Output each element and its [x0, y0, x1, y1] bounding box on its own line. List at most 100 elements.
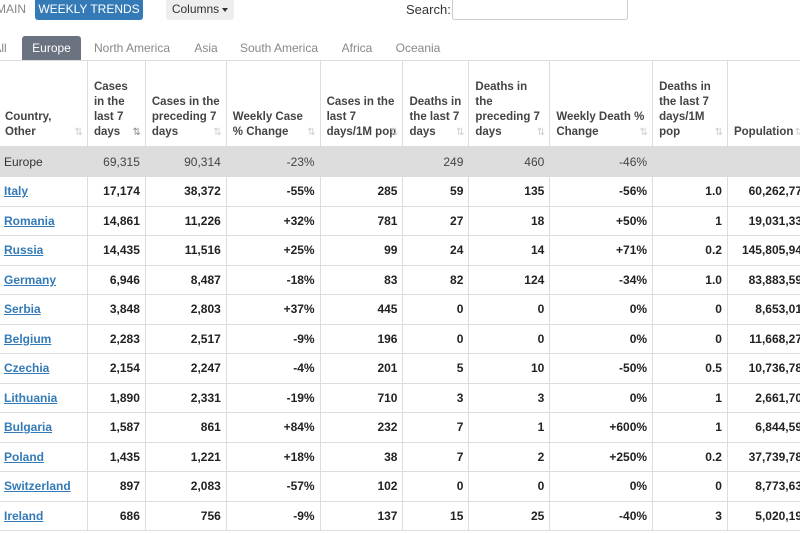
- column-header-deaths-per-1m[interactable]: Deaths in the last 7 days/1M pop ⇅: [652, 60, 728, 147]
- tab-all[interactable]: All: [0, 41, 7, 55]
- table-cell: 445: [319, 294, 404, 325]
- table-cell: 0: [402, 323, 470, 354]
- column-header-weekly-case-change[interactable]: Weekly Case % Change ⇅: [225, 60, 321, 147]
- toolbar: MAIN WEEKLY TRENDS Columns Search:: [0, 0, 800, 24]
- sort-icon: ⇅: [74, 127, 83, 138]
- table-cell: +600%: [549, 412, 654, 443]
- column-header-population[interactable]: Population ⇅: [726, 60, 800, 147]
- table-cell: -40%: [549, 500, 654, 531]
- table-cell: 0: [468, 323, 551, 354]
- weekly-trends-button[interactable]: WEEKLY TRENDS: [35, 0, 143, 20]
- table-cell: 1.0: [652, 264, 728, 295]
- table-cell: [319, 146, 404, 177]
- table-row: Lithuania 1,890 2,331 -19% 710 3 3 0% 1 2,661,70: [0, 382, 800, 413]
- table-cell: 0%: [549, 382, 654, 413]
- table-cell: 8,653,01: [726, 294, 800, 325]
- table-row: Switzerland 897 2,083 -57% 102 0 0 0% 0 8,773,63: [0, 471, 800, 502]
- table-cell: 1,435: [86, 441, 146, 472]
- table-cell: 2,803: [144, 294, 227, 325]
- table-cell: -57%: [225, 471, 321, 502]
- sort-icon: ⇅: [536, 127, 546, 138]
- table-cell: 37,739,78: [726, 441, 800, 472]
- column-header-deaths-7d[interactable]: Deaths in the last 7 days ⇅: [402, 60, 470, 147]
- table-cell: 6,946: [86, 264, 146, 295]
- table-cell: 18: [468, 205, 551, 236]
- tab-north-america[interactable]: North America: [93, 41, 171, 55]
- column-header-label: Deaths in the preceding 7 days: [475, 81, 540, 138]
- country-link[interactable]: Italy: [4, 184, 29, 199]
- table-cell: -34%: [549, 264, 654, 295]
- tab-africa[interactable]: Africa: [341, 41, 373, 55]
- column-header-country[interactable]: Country, Other ⇅: [0, 60, 88, 147]
- table-cell: +84%: [225, 412, 321, 443]
- sort-icon: ⇅: [456, 127, 465, 138]
- country-link[interactable]: Germany: [4, 272, 57, 287]
- table-cell: 0.2: [652, 235, 728, 266]
- main-button[interactable]: MAIN: [0, 2, 26, 16]
- table-cell: 249: [402, 146, 470, 177]
- table-cell: 0.5: [652, 353, 728, 384]
- table-cell: 11,226: [144, 205, 227, 236]
- region-tabs: All Europe North America Asia South Amer…: [0, 36, 800, 60]
- table-cell: 38: [319, 441, 404, 472]
- table-cell: 3,848: [86, 294, 146, 325]
- table-cell: 2: [468, 441, 551, 472]
- country-link[interactable]: Poland: [4, 449, 45, 464]
- table-cell: +32%: [225, 205, 321, 236]
- country-link[interactable]: Bulgaria: [4, 420, 53, 435]
- table-cell: +18%: [225, 441, 321, 472]
- column-header-cases-prev-7d[interactable]: Cases in the preceding 7 days ⇅: [144, 60, 227, 147]
- table-row: Serbia 3,848 2,803 +37% 445 0 0 0% 0 8,653,01: [0, 294, 800, 325]
- column-header-cases-per-1m[interactable]: Cases in the last 7 days/1M pop ⇅: [319, 60, 404, 147]
- table-cell: 82: [402, 264, 470, 295]
- tab-oceania[interactable]: Oceania: [395, 41, 441, 55]
- country-cell: Poland: [0, 441, 88, 472]
- table-cell: 1,890: [86, 382, 146, 413]
- table-cell: 232: [319, 412, 404, 443]
- country-link[interactable]: Romania: [4, 213, 55, 228]
- columns-dropdown-button[interactable]: Columns: [166, 0, 234, 20]
- table-cell: 59: [402, 176, 470, 207]
- table-cell: -50%: [549, 353, 654, 384]
- tab-asia[interactable]: Asia: [194, 41, 218, 55]
- table-cell: 0: [652, 294, 728, 325]
- country-link[interactable]: Switzerland: [4, 479, 71, 494]
- table-body: Europe 69,315 90,314 -23% 249 460 -46% I…: [0, 146, 800, 531]
- table-cell: 8,487: [144, 264, 227, 295]
- sort-icon: ⇅: [794, 127, 800, 138]
- table-cell: 460: [468, 146, 551, 177]
- country-link[interactable]: Russia: [4, 243, 44, 258]
- column-header-label: Cases in the last 7 days: [93, 81, 128, 138]
- table-cell: -55%: [225, 176, 321, 207]
- column-header-deaths-prev-7d[interactable]: Deaths in the preceding 7 days ⇅: [468, 60, 551, 147]
- table-cell: 99: [319, 235, 404, 266]
- country-cell: Serbia: [0, 294, 88, 325]
- column-header-cases-7d[interactable]: Cases in the last 7 days ⇅: [86, 60, 146, 147]
- tab-south-america[interactable]: South America: [239, 41, 319, 55]
- table-cell: 8,773,63: [726, 471, 800, 502]
- country-link[interactable]: Belgium: [4, 331, 52, 346]
- table-cell: 24: [402, 235, 470, 266]
- column-header-weekly-death-change[interactable]: Weekly Death % Change ⇅: [549, 60, 654, 147]
- table-cell: 3: [402, 382, 470, 413]
- search-input[interactable]: [452, 0, 628, 20]
- country-link[interactable]: Serbia: [4, 302, 41, 317]
- table-row: Ireland 686 756 -9% 137 15 25 -40% 3 5,020,19: [0, 500, 800, 531]
- table-cell: -56%: [549, 176, 654, 207]
- table-cell: 14: [468, 235, 551, 266]
- country-link[interactable]: Ireland: [4, 508, 44, 523]
- table-cell: 90,314: [144, 146, 227, 177]
- table-cell: 135: [468, 176, 551, 207]
- country-link[interactable]: Czechia: [4, 361, 50, 376]
- table-cell: 897: [86, 471, 146, 502]
- table-cell: 2,154: [86, 353, 146, 384]
- country-cell: Germany: [0, 264, 88, 295]
- sort-icon: ⇅: [639, 127, 649, 138]
- weekly-trends-table: Country, Other ⇅ Cases in the last 7 days…: [0, 60, 800, 531]
- column-header-label: Deaths in the last 7 days: [409, 96, 462, 138]
- data-table-container: Country, Other ⇅ Cases in the last 7 days…: [0, 60, 800, 534]
- table-cell: 686: [86, 500, 146, 531]
- country-link[interactable]: Lithuania: [4, 390, 58, 405]
- table-cell: 83: [319, 264, 404, 295]
- tab-europe[interactable]: Europe: [22, 36, 81, 60]
